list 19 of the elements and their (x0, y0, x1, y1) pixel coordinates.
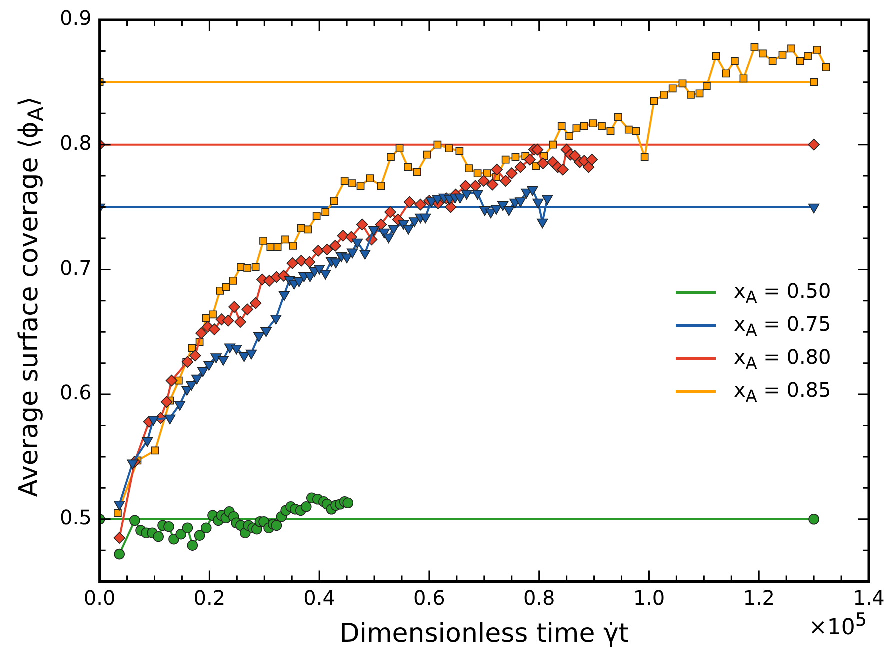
x-tick-label: 0.0 (84, 586, 116, 610)
text: ×10$^{5}$ (808, 610, 867, 640)
x-tick-label: 1.0 (633, 586, 666, 610)
x-tick-label: 0.2 (194, 586, 226, 610)
x-tick-label: 1.4 (853, 586, 885, 610)
legend-label: x$_{A}$ = 0.85 (734, 378, 832, 406)
y-tick-label: 0.5 (60, 506, 92, 530)
y-tick-label: 0.8 (60, 131, 92, 156)
x-tick-label: 0.8 (523, 586, 556, 610)
legend-label: x$_{A}$ = 0.75 (734, 312, 832, 340)
y-tick-label: 0.9 (60, 6, 92, 30)
x-tick-label: 0.6 (414, 586, 446, 610)
legend-label: x$_{A}$ = 0.80 (734, 344, 832, 372)
x-tick-label: 0.4 (304, 586, 336, 610)
legend-label: x$_{A}$ = 0.50 (734, 278, 832, 306)
y-tick-label: 0.6 (60, 380, 92, 405)
y-tick-label: 0.7 (60, 256, 92, 280)
x-tick-label: 1.2 (743, 586, 776, 610)
x-axis-title: Dimensionless time γ̇t (340, 619, 630, 650)
